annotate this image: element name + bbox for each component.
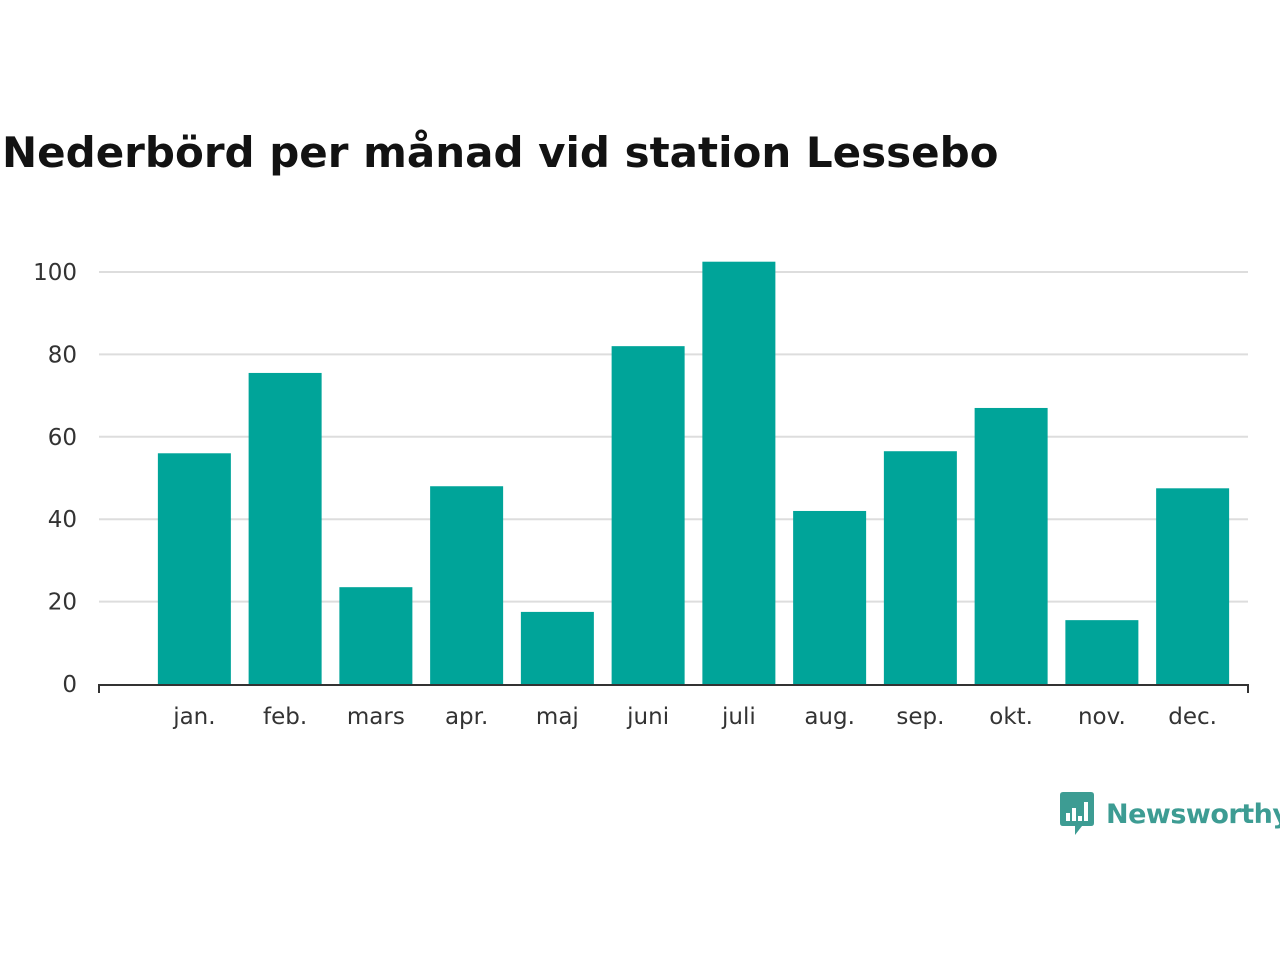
x-tick-label: juli	[721, 704, 756, 730]
y-tick-label: 100	[33, 260, 77, 286]
x-tick-label: sep.	[896, 704, 944, 730]
y-tick-label: 0	[62, 672, 77, 698]
x-axis	[98, 684, 1249, 693]
newsworthy-brand: Newsworthy	[1058, 790, 1280, 838]
x-tick-label: mars	[347, 704, 405, 730]
bar	[1065, 620, 1139, 684]
bar	[157, 453, 231, 684]
bar	[430, 486, 504, 684]
x-tick-label: juni	[626, 704, 669, 730]
x-tick-label: dec.	[1168, 704, 1217, 730]
bar	[520, 611, 594, 684]
bar	[702, 261, 776, 684]
bar	[611, 346, 685, 684]
bar	[339, 587, 413, 684]
bar	[883, 451, 957, 684]
y-tick-label: 20	[48, 590, 77, 616]
x-tick-label: maj	[536, 704, 579, 730]
x-axis-labels: jan. feb. mars apr. maj juni juli aug. sep. okt. n…	[172, 704, 1217, 730]
bar	[974, 407, 1048, 684]
bar	[248, 372, 322, 684]
y-tick-label: 40	[48, 507, 77, 533]
x-tick-label: okt.	[989, 704, 1033, 730]
bar	[1156, 488, 1230, 684]
bars	[157, 261, 1230, 684]
x-tick-label: feb.	[263, 704, 307, 730]
newsworthy-logo-icon	[1060, 792, 1094, 835]
bar	[793, 510, 867, 684]
x-tick-label: nov.	[1078, 704, 1126, 730]
x-tick-label: jan.	[172, 704, 215, 730]
y-axis-labels: 0 20 40 60 80 100	[33, 260, 77, 698]
x-tick-label: apr.	[445, 704, 488, 730]
x-tick-label: aug.	[804, 704, 855, 730]
y-tick-label: 80	[48, 342, 77, 368]
brand-name: Newsworthy	[1106, 798, 1280, 830]
chart-title: Nederbörd per månad vid station Lessebo	[2, 128, 999, 177]
y-tick-label: 60	[48, 425, 77, 451]
